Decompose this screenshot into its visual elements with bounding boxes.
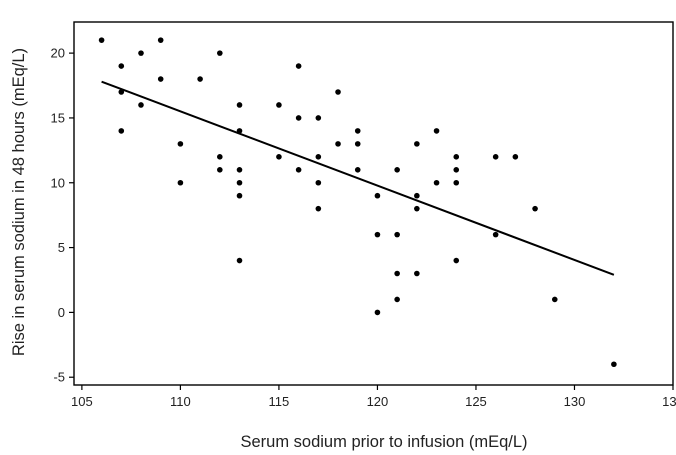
data-point xyxy=(374,192,381,199)
x-axis-title: Serum sodium prior to infusion (mEq/L) xyxy=(240,433,527,451)
data-point xyxy=(512,154,519,160)
data-point xyxy=(532,205,538,212)
x-tick-label: 110 xyxy=(170,394,191,409)
data-point xyxy=(98,37,105,43)
data-point xyxy=(236,102,243,108)
data-point xyxy=(157,37,164,43)
data-point xyxy=(453,166,460,173)
data-point xyxy=(374,309,381,316)
y-axis-title: Rise in serum sodium in 48 hours (mEq/L) xyxy=(10,48,28,356)
x-tick-label: 125 xyxy=(465,394,487,409)
data-point xyxy=(315,154,322,160)
data-point xyxy=(315,205,322,212)
data-point xyxy=(295,115,302,121)
data-point xyxy=(414,270,420,277)
y-tick-label: -5 xyxy=(53,370,65,385)
data-point xyxy=(217,166,223,173)
data-point xyxy=(433,128,440,134)
data-point xyxy=(611,361,617,368)
data-point xyxy=(197,76,203,82)
y-tick-label: 10 xyxy=(51,175,65,190)
data-point xyxy=(177,141,184,147)
data-point xyxy=(315,179,322,186)
data-point xyxy=(394,270,400,277)
data-point xyxy=(276,154,282,160)
data-point xyxy=(295,63,302,69)
plot-frame xyxy=(73,21,674,386)
x-tick-label: 135 xyxy=(662,394,676,409)
data-point xyxy=(335,141,341,147)
data-point xyxy=(394,296,400,303)
x-tick-label: 130 xyxy=(564,394,586,409)
y-tick-label: 0 xyxy=(58,305,65,320)
data-point xyxy=(217,154,223,160)
data-point xyxy=(433,179,440,186)
data-point xyxy=(394,166,400,173)
data-point xyxy=(394,231,400,238)
plot-area: 105 110 115 120 125 130 135 -5 0 5 10 15 20 xyxy=(51,21,676,409)
data-point xyxy=(157,76,164,82)
data-point xyxy=(118,63,125,69)
data-point xyxy=(414,192,420,199)
regression-line xyxy=(101,80,615,276)
data-point xyxy=(236,128,243,134)
data-point xyxy=(138,50,144,56)
data-point xyxy=(315,115,322,121)
data-point xyxy=(295,166,302,173)
data-point xyxy=(236,179,243,186)
data-point xyxy=(492,231,499,238)
data-point xyxy=(414,141,420,147)
x-tick-label: 115 xyxy=(269,394,290,409)
y-tick-label: 5 xyxy=(58,240,65,255)
data-point xyxy=(453,154,460,160)
data-point xyxy=(374,231,381,238)
y-tick-label: 20 xyxy=(51,46,65,61)
data-point xyxy=(236,166,243,173)
data-point xyxy=(414,205,420,212)
data-point xyxy=(551,296,558,303)
data-point xyxy=(335,89,341,95)
data-point xyxy=(354,166,361,173)
data-point xyxy=(177,179,184,186)
data-point xyxy=(354,128,361,134)
data-point xyxy=(453,257,460,264)
data-point xyxy=(276,102,282,108)
data-point xyxy=(236,192,243,199)
data-point xyxy=(453,179,460,186)
data-point xyxy=(492,154,499,160)
data-point xyxy=(138,102,144,108)
data-point xyxy=(217,50,223,56)
y-tick-label: 15 xyxy=(51,110,65,125)
x-tick-label: 105 xyxy=(71,394,93,409)
data-point xyxy=(236,257,243,264)
data-point xyxy=(354,141,361,147)
x-tick-label: 120 xyxy=(367,394,389,409)
data-point xyxy=(118,128,125,134)
data-point xyxy=(118,89,125,95)
